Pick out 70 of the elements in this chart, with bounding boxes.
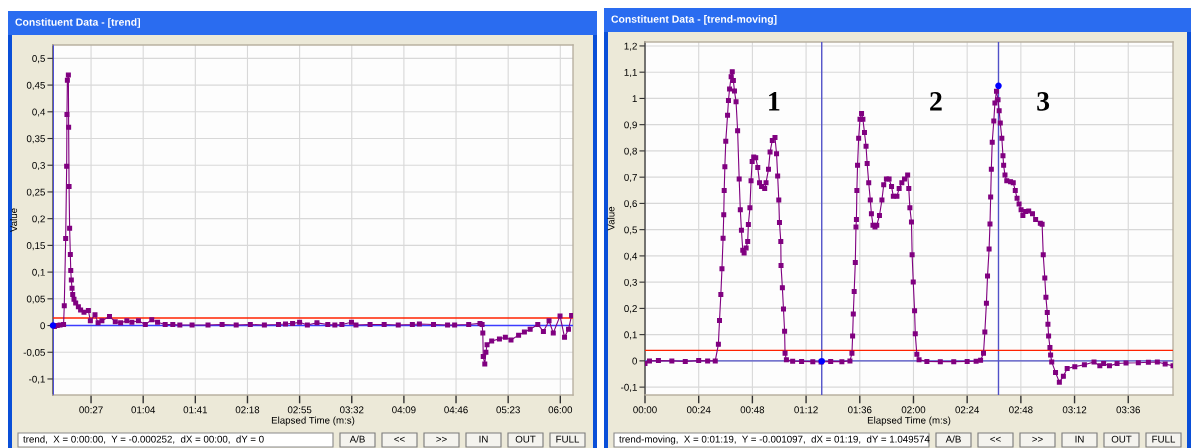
y-tick-label: 0,7 (624, 173, 637, 182)
text: trend, X = 0:00:00, Y = -0.000252, dX = 00:00, dY = 0 (23, 435, 264, 444)
x-axis-title: Elapsed Time (m:s) (271, 416, 355, 426)
y-tick-label: 0 (632, 357, 637, 365)
y-tick-label: 0,6 (624, 200, 637, 209)
x-tick-label: 05:23 (496, 406, 520, 414)
y-tick-label: 0,05 (26, 295, 45, 304)
x-tick-label: 02:55 (287, 406, 312, 414)
text: FULL (1152, 435, 1176, 443)
annotation: 3 (1037, 92, 1050, 111)
x-tick-label: 01:12 (794, 406, 818, 414)
y-tick-label: 0,3 (32, 161, 45, 170)
x-tick-label: 01:04 (131, 406, 156, 414)
x-tick-label: 03:32 (339, 406, 364, 414)
text: IN (479, 435, 488, 443)
x-tick-label: 03:12 (1062, 406, 1087, 414)
x-tick-label: 02:24 (955, 406, 980, 414)
y-tick-label: 0,25 (26, 188, 45, 197)
y-tick-label: 0,1 (624, 331, 637, 340)
x-tick-label: 01:41 (183, 406, 208, 414)
annotation: 1 (769, 92, 780, 111)
text: >> (1032, 436, 1043, 442)
y-tick-label: 0,5 (32, 55, 45, 64)
x-tick-label: 04:09 (392, 406, 416, 414)
y-tick-label: 0,8 (624, 147, 637, 156)
text: >> (436, 436, 447, 442)
x-tick-label: 02:48 (1009, 406, 1033, 414)
y-tick-label: 1,2 (624, 42, 637, 51)
y-tick-label: 0,3 (624, 278, 637, 287)
text: IN (1075, 435, 1084, 443)
text: trend-moving, X = 0:01:19, Y = -0.001097, dX = 01:19, dY = 1.049574 (619, 435, 930, 445)
x-tick-label: 00:00 (633, 406, 657, 414)
x-axis-title: Elapsed Time (m:s) (867, 416, 951, 426)
y-axis-title: Value (9, 208, 18, 233)
y-tick-label: 0,4 (32, 108, 46, 117)
y-tick-label: 1,1 (624, 69, 637, 77)
y-tick-label: 1 (632, 95, 637, 102)
y-tick-label: 0 (40, 322, 45, 330)
x-tick-label: 03:36 (1116, 406, 1140, 414)
x-tick-label: 01:36 (848, 406, 872, 414)
text: OUT (1111, 435, 1132, 443)
text: FULL (556, 435, 580, 443)
x-tick-label: 04:46 (444, 406, 468, 414)
y-tick-label: 0,45 (26, 81, 45, 90)
text: OUT (515, 435, 536, 443)
y-tick-label: 0,1 (32, 268, 45, 277)
x-tick-label: 02:18 (235, 406, 260, 414)
text: A/B (349, 435, 365, 443)
x-tick-label: 00:24 (686, 406, 711, 414)
y-tick-label: 0,15 (26, 242, 45, 251)
y-tick-label: 0,5 (624, 226, 637, 235)
chart-title: Constituent Data - [trend] (15, 18, 140, 28)
y-axis-title: Value (607, 206, 615, 231)
text: << (394, 436, 405, 442)
x-tick-label: 06:00 (548, 406, 573, 414)
x-tick-label: 00:27 (79, 406, 103, 414)
x-tick-label: 00:48 (740, 406, 765, 414)
y-tick-label: 0,2 (32, 215, 45, 224)
y-tick-label: -0,1 (621, 383, 637, 392)
y-tick-label: 0,2 (624, 305, 637, 314)
annotation: 2 (930, 92, 942, 111)
text: << (990, 436, 1001, 442)
x-tick-label: 02:00 (901, 406, 926, 414)
y-tick-label: -0,1 (29, 375, 45, 384)
y-tick-label: 0,4 (624, 252, 638, 261)
text: A/B (945, 435, 961, 443)
y-tick-label: 0,9 (624, 121, 637, 130)
y-tick-label: -0,05 (23, 348, 45, 358)
chart-title: Constituent Data - [trend-moving] (611, 15, 777, 25)
y-tick-label: 0,35 (26, 135, 45, 144)
